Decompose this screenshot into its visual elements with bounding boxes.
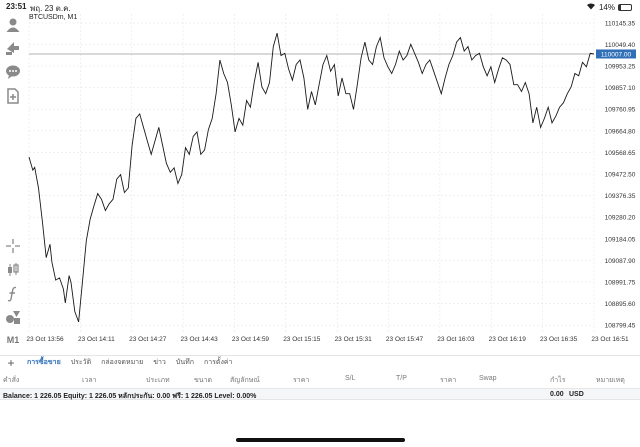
y-tick-label: 110049.40 [605, 42, 636, 49]
total-profit: 0.00 [550, 391, 564, 398]
y-tick-label: 109376.35 [605, 193, 636, 200]
price-chart[interactable]: 110145.35 110049.40 109953.25 109857.10 1097… [26, 14, 640, 342]
x-tick-label: 23 Oct 14:27 [129, 336, 167, 342]
chat-icon[interactable] [5, 64, 21, 80]
x-tick-label: 23 Oct 16:03 [437, 336, 475, 342]
status-right: 14% [586, 2, 632, 12]
current-price-tag [596, 49, 636, 59]
status-bar: 23:51 พฤ. 23 ต.ค. 14% [0, 0, 640, 14]
left-toolbar: M1 [0, 14, 26, 356]
x-tick-label: 23 Oct 14:43 [180, 336, 218, 342]
x-tick-label: 23 Oct 13:56 [26, 336, 64, 342]
x-tick-label: 23 Oct 16:19 [489, 336, 527, 342]
timeframe-button[interactable]: M1 [6, 335, 20, 345]
y-tick-label: 108799.45 [605, 323, 636, 330]
x-tick-label: 23 Oct 16:35 [540, 336, 578, 342]
y-tick-label: 109953.25 [605, 64, 636, 71]
y-tick-label: 109568.65 [605, 150, 636, 157]
wifi-icon [586, 2, 596, 12]
y-tick-label: 109760.95 [605, 107, 636, 114]
header-symbol[interactable]: สัญลักษณ์ [230, 377, 260, 384]
current-price-tag-text: 110007.00 [601, 51, 632, 58]
battery-icon [618, 3, 632, 11]
indicator-icon[interactable] [5, 286, 21, 302]
y-tick-label: 109857.10 [605, 85, 636, 92]
header-swap[interactable]: Swap [479, 375, 497, 382]
add-button[interactable]: + [7, 355, 15, 370]
header-volume[interactable]: ขนาด [194, 377, 213, 384]
y-tick-label: 109280.20 [605, 215, 636, 222]
x-tick-label: 23 Oct 14:11 [78, 336, 115, 342]
x-tick-label: 23 Oct 15:31 [335, 336, 373, 342]
status-time: 23:51 [6, 2, 27, 11]
x-tick-label: 23 Oct 16:51 [591, 336, 629, 342]
tab-news[interactable]: ข่าว [153, 359, 166, 366]
balance-row: Balance: 1 226.05 Equity: 1 226.05 หลักป… [0, 388, 640, 400]
tab-history[interactable]: ประวัติ [70, 359, 92, 366]
candlestick-icon[interactable] [5, 262, 21, 278]
header-tp[interactable]: T/P [396, 375, 407, 382]
y-tick-label: 109664.80 [605, 128, 636, 135]
y-tick-label: 109472.50 [605, 172, 636, 179]
account-icon[interactable] [5, 17, 21, 33]
x-tick-label: 23 Oct 15:47 [386, 336, 424, 342]
new-document-icon[interactable] [5, 88, 21, 104]
header-profit[interactable]: กำไร [550, 377, 566, 384]
bottom-tabs: + การซื้อขาย ประวัติ กล่องจดหมาย ข่าว บั… [0, 355, 640, 370]
header-comment[interactable]: หมายเหตุ [596, 377, 625, 384]
y-tick-label: 109184.05 [605, 236, 636, 243]
battery-percent: 14% [598, 2, 615, 12]
trade-table-header: คำสั่ง เวลา ประเภท ขนาด สัญลักษณ์ ราคา S… [0, 373, 640, 385]
tab-journal[interactable]: บันทึก [175, 359, 194, 366]
chart-area[interactable]: 110145.35 110049.40 109953.25 109857.10 1097… [26, 14, 640, 342]
y-tick-label: 108895.60 [605, 301, 636, 308]
battery-fill [619, 4, 621, 10]
header-order[interactable]: คำสั่ง [3, 377, 20, 384]
crosshair-icon[interactable] [5, 238, 21, 254]
y-tick-label: 108991.75 [605, 279, 636, 286]
trade-icon[interactable] [5, 40, 21, 56]
symbol-label: BTCUSDm, M1 [29, 14, 78, 21]
tab-trade[interactable]: การซื้อขาย [27, 359, 61, 366]
balance-summary: Balance: 1 226.05 Equity: 1 226.05 หลักป… [3, 393, 257, 400]
tab-settings[interactable]: การตั้งค่า [203, 359, 233, 366]
header-price[interactable]: ราคา [293, 377, 310, 384]
x-tick-label: 23 Oct 15:15 [283, 336, 321, 342]
y-tick-label: 109087.90 [605, 258, 636, 265]
price-series-line [28, 32, 595, 323]
profit-currency: USD [569, 391, 584, 398]
header-type[interactable]: ประเภท [146, 377, 170, 384]
tab-mailbox[interactable]: กล่องจดหมาย [101, 359, 144, 366]
objects-icon[interactable] [5, 309, 21, 325]
y-tick-label: 110145.35 [605, 20, 636, 27]
home-indicator [236, 438, 405, 442]
header-sl[interactable]: S/L [345, 375, 356, 382]
x-tick-label: 23 Oct 14:59 [232, 336, 270, 342]
status-date: พฤ. 23 ต.ค. [30, 4, 71, 13]
header-current-price[interactable]: ราคา [440, 377, 457, 384]
header-time[interactable]: เวลา [82, 377, 97, 384]
